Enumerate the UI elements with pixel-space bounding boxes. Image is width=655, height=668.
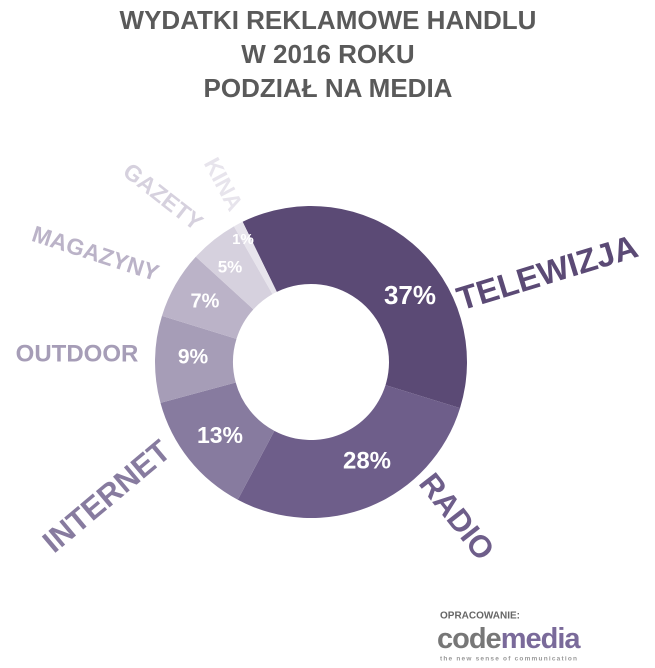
- category-label: KINA: [199, 153, 248, 215]
- category-label: MAGAZYNY: [29, 220, 162, 285]
- logo: codemedia: [437, 623, 581, 655]
- value-label: 1%: [232, 231, 254, 248]
- tagline: the new sense of communication: [440, 656, 578, 663]
- credit: OPRACOWANIE:: [440, 611, 520, 622]
- category-label: RADIO: [412, 466, 501, 566]
- donut-slice: [237, 385, 461, 518]
- chart-title: W 2016 ROKU: [241, 39, 414, 69]
- donut-slice: [161, 256, 254, 339]
- category-label: OUTDOOR: [16, 340, 139, 367]
- value-label: 5%: [218, 257, 243, 276]
- value-label: 13%: [197, 422, 243, 448]
- chart-title: WYDATKI REKLAMOWE HANDLU: [120, 5, 537, 35]
- donut-slice: [195, 226, 273, 310]
- donut-slice: [154, 315, 237, 403]
- value-label: 37%: [384, 280, 436, 310]
- category-label: TELEWIZJA: [452, 227, 642, 317]
- donut-slice: [242, 206, 468, 409]
- donut-slice: [160, 382, 275, 500]
- chart-title: PODZIAŁ NA MEDIA: [204, 73, 453, 103]
- logo-media: media: [501, 623, 582, 655]
- value-label: 7%: [191, 290, 220, 312]
- donut-slice: [233, 221, 277, 295]
- value-label: 9%: [178, 346, 209, 369]
- logo-code: code: [437, 623, 502, 655]
- value-label: 28%: [343, 447, 391, 474]
- category-label: GAZETY: [118, 158, 208, 236]
- category-label: INTERNET: [36, 433, 177, 559]
